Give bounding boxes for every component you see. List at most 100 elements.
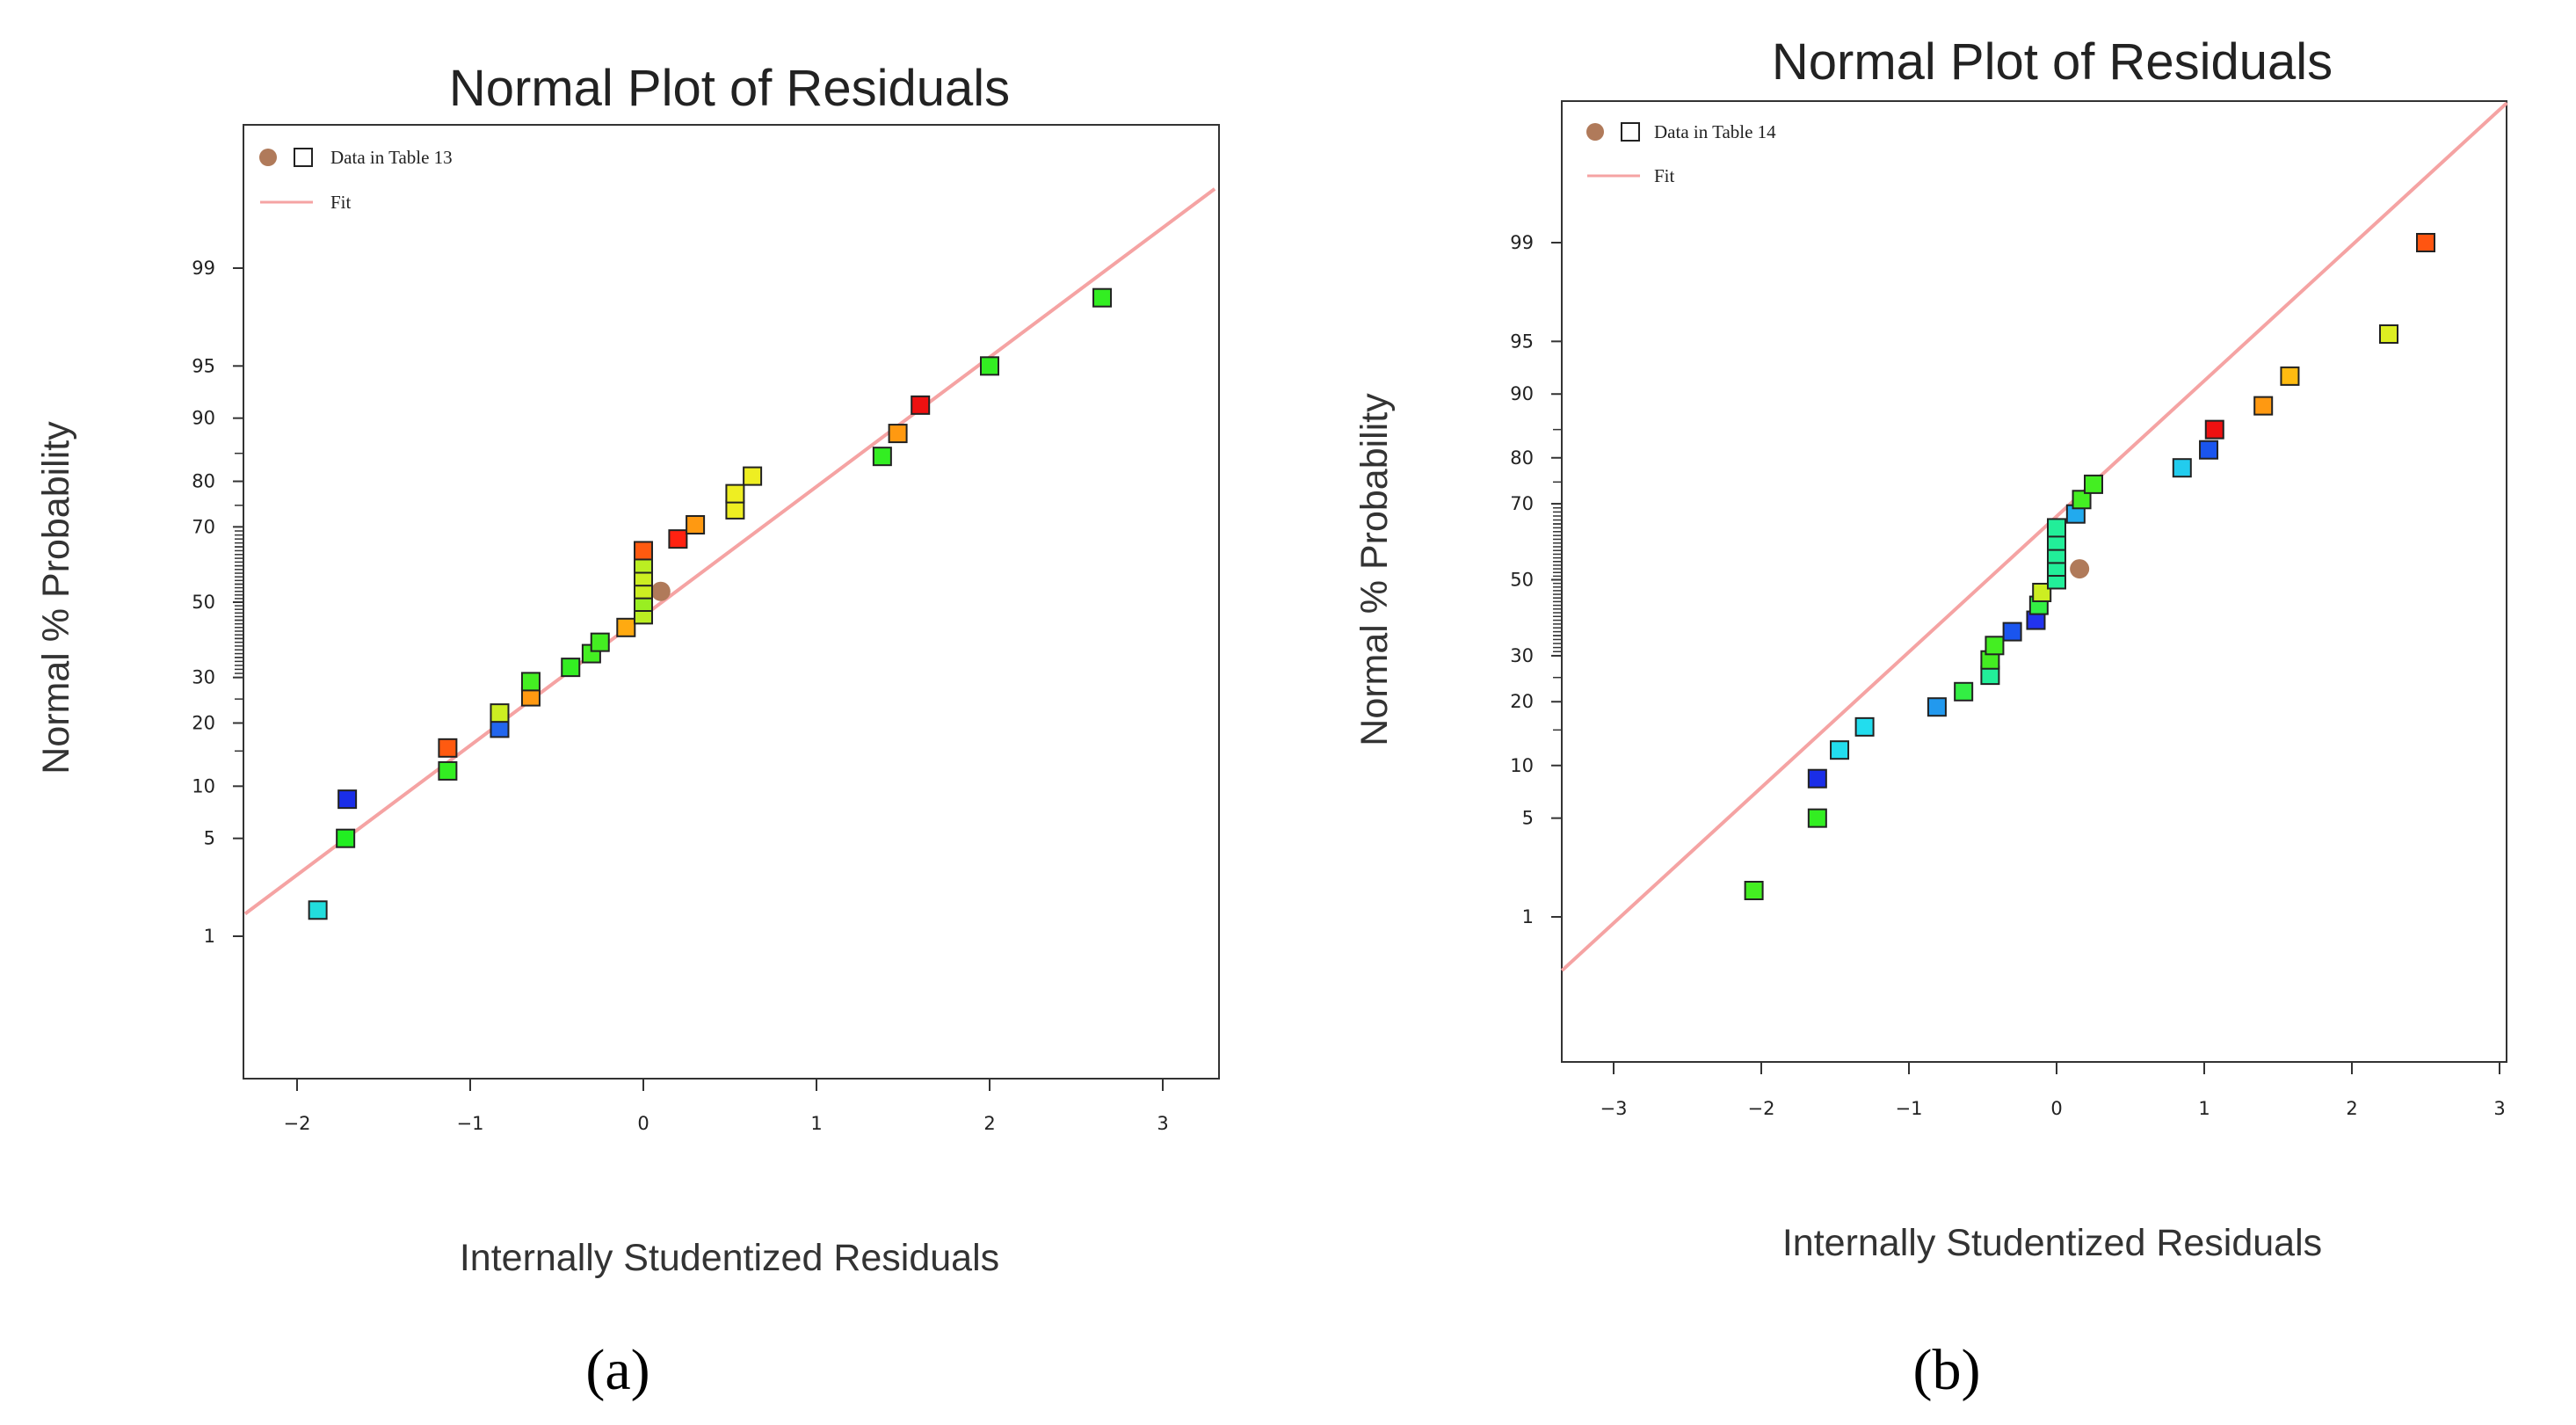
x-tick-label: −2 <box>1748 1098 1775 1119</box>
data-point <box>1985 636 2005 656</box>
panel-a-xlabel: Internally Studentized Residuals <box>460 1237 999 1279</box>
legend-b-fit-label: Fit <box>1654 165 1675 186</box>
x-tick-label: 0 <box>2050 1098 2062 1119</box>
data-point <box>2084 474 2103 494</box>
y-tick-label: 1 <box>204 926 215 947</box>
legend-a-data-label: Data in Table 13 <box>330 147 453 168</box>
data-point <box>308 900 328 920</box>
legend-b-centroid-swatch <box>1586 123 1604 141</box>
data-point <box>2002 622 2022 642</box>
panel-a-plot-area <box>243 187 1216 920</box>
fit-line <box>243 187 1216 916</box>
y-tick-label: 90 <box>1510 383 1534 404</box>
x-tick-label: 3 <box>2493 1098 2505 1119</box>
y-tick-label: 70 <box>1510 493 1534 514</box>
panel-b-caption: (b) <box>1913 1338 1981 1402</box>
panel-a-legend: Data in Table 13 Fit <box>259 147 453 213</box>
y-tick-label: 50 <box>192 592 215 613</box>
panel-b-y-axis: 1 5 10 20 30 50 70 80 90 95 99 <box>1510 232 1562 927</box>
y-tick-label: 10 <box>192 775 215 796</box>
data-point <box>336 828 356 848</box>
x-tick-label: 1 <box>810 1113 822 1134</box>
x-tick-label: 2 <box>983 1113 995 1134</box>
data-point <box>2199 440 2219 460</box>
data-point <box>911 395 931 415</box>
data-point <box>1854 716 1875 737</box>
y-tick-label: 90 <box>192 408 215 429</box>
panel-b-plot-frame <box>1561 100 2507 1063</box>
y-tick-label: 99 <box>192 258 215 279</box>
panel-a-plot-frame <box>243 124 1220 1080</box>
x-tick-label: −1 <box>1896 1098 1923 1119</box>
panel-a: Normal Plot of Residuals Internally Stud… <box>35 60 1220 1402</box>
data-point <box>438 738 458 758</box>
data-point <box>668 529 688 549</box>
legend-b-data-label: Data in Table 14 <box>1654 121 1776 142</box>
data-point <box>888 424 908 444</box>
centroid-marker <box>650 581 671 601</box>
panel-a-caption: (a) <box>585 1338 649 1402</box>
panel-b-plot-area <box>1560 101 2508 972</box>
data-point <box>2253 396 2274 416</box>
centroid-marker <box>2070 559 2090 579</box>
data-point <box>520 672 541 692</box>
data-point <box>1954 681 1974 702</box>
data-point <box>438 760 458 781</box>
data-point <box>1807 768 1827 789</box>
y-tick-label: 95 <box>192 355 215 376</box>
data-point <box>725 499 745 520</box>
x-tick-label: −3 <box>1600 1098 1628 1119</box>
data-point <box>2379 324 2398 345</box>
data-point <box>1830 740 1850 760</box>
y-tick-label: 5 <box>204 828 215 849</box>
y-tick-label: 70 <box>192 516 215 537</box>
data-point <box>725 483 745 504</box>
panel-a-x-axis: −2 −1 0 1 2 3 <box>284 1079 1169 1134</box>
legend-b-square-swatch <box>1621 122 1640 142</box>
panel-b-xlabel: Internally Studentized Residuals <box>1782 1222 2322 1264</box>
fit-line <box>1560 101 2508 972</box>
data-point <box>2032 582 2052 602</box>
data-point <box>2416 233 2435 252</box>
data-point <box>2204 419 2224 440</box>
data-point <box>2047 518 2066 538</box>
x-tick-label: −2 <box>284 1113 311 1134</box>
data-point <box>1092 287 1113 308</box>
data-point <box>590 632 610 652</box>
data-point <box>1744 881 1764 901</box>
y-tick-label: 30 <box>192 667 215 688</box>
panel-b: Normal Plot of Residuals Internally Stud… <box>1353 33 2508 1402</box>
y-tick-label: 80 <box>192 471 215 492</box>
y-tick-label: 10 <box>1510 755 1534 776</box>
panel-b-ylabel: Normal % Probability <box>1353 393 1396 746</box>
data-point <box>872 447 892 467</box>
x-tick-label: 1 <box>2198 1098 2210 1119</box>
data-point <box>337 789 358 810</box>
y-tick-label: 50 <box>1510 570 1534 591</box>
legend-a-centroid-swatch <box>259 149 277 166</box>
y-tick-label: 20 <box>192 712 215 733</box>
panel-a-y-axis: 1 5 10 20 30 50 70 80 90 95 99 <box>192 258 243 947</box>
x-tick-label: 2 <box>2346 1098 2357 1119</box>
data-point <box>2280 366 2300 386</box>
y-tick-label: 99 <box>1510 232 1534 253</box>
data-point <box>490 703 510 723</box>
legend-a-fit-label: Fit <box>330 192 352 213</box>
y-tick-label: 80 <box>1510 447 1534 469</box>
data-point <box>980 356 999 376</box>
y-tick-label: 5 <box>1522 808 1534 829</box>
panel-a-ylabel: Normal % Probability <box>35 421 77 774</box>
y-tick-label: 95 <box>1510 331 1534 352</box>
data-point <box>2072 490 2092 510</box>
data-point <box>1807 808 1827 828</box>
data-point <box>561 658 581 678</box>
panel-b-x-axis: −3 −2 −1 0 1 2 3 <box>1600 1062 2506 1119</box>
data-point <box>634 541 653 561</box>
x-tick-label: 0 <box>637 1113 649 1134</box>
panel-a-title: Normal Plot of Residuals <box>449 60 1010 117</box>
data-point <box>2172 458 2192 478</box>
data-point <box>686 514 706 534</box>
legend-a-square-swatch <box>294 148 313 167</box>
x-tick-label: −1 <box>457 1113 484 1134</box>
